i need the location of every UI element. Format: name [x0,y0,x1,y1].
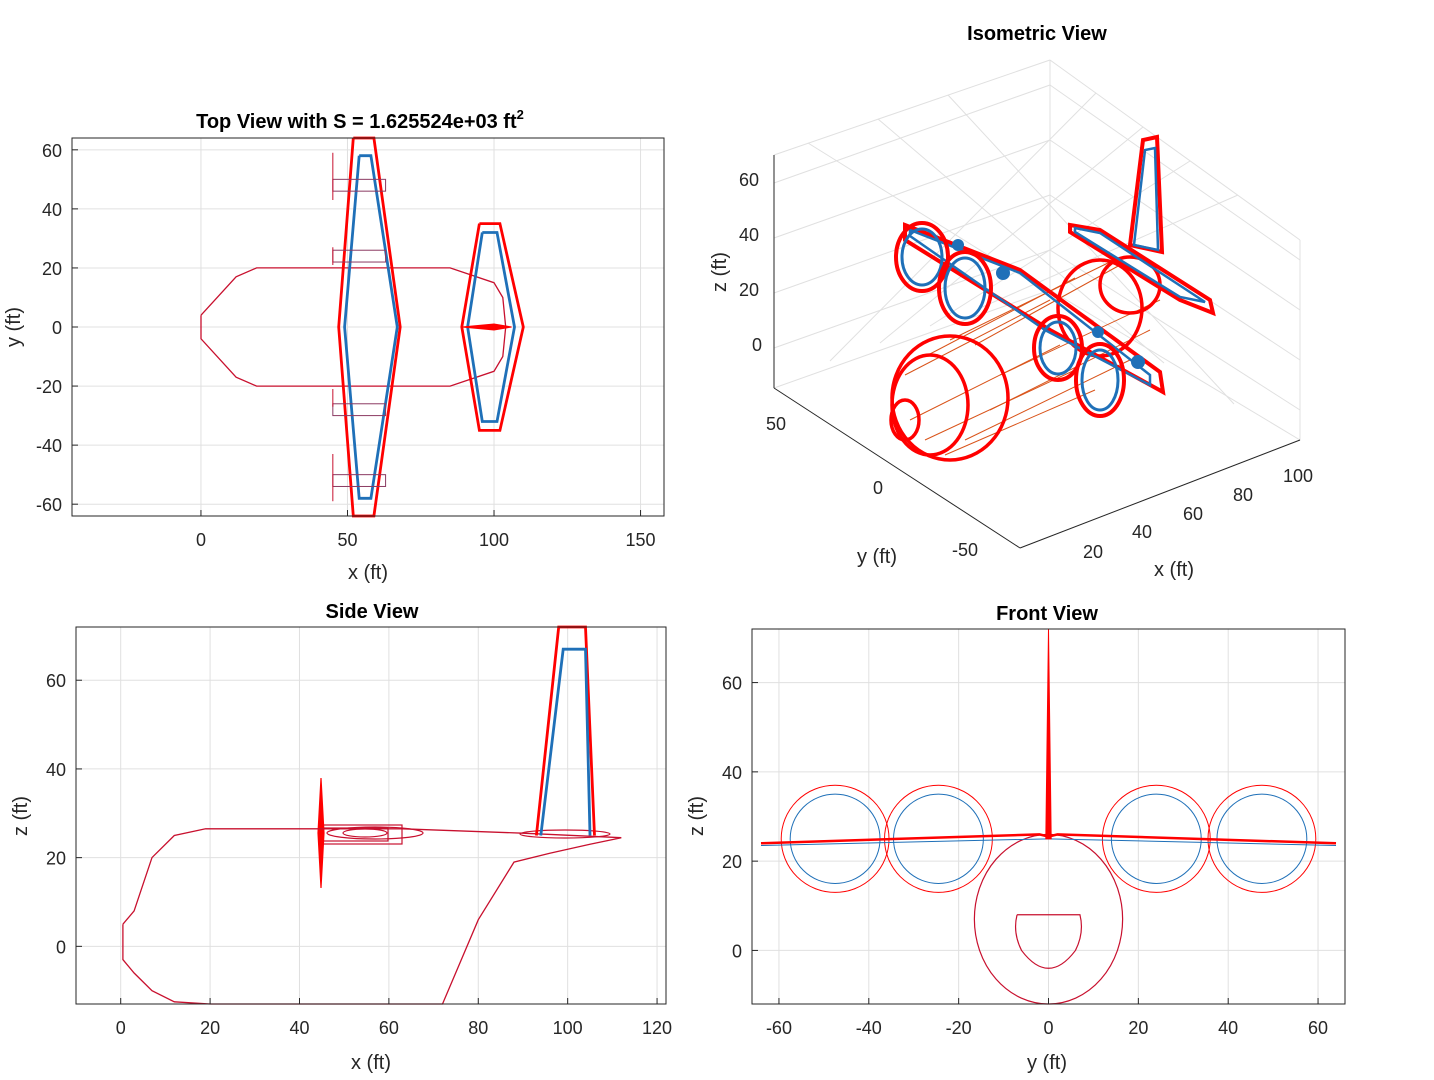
front-view-ylabel: z (ft) [686,796,708,836]
front-view-grid [752,629,1345,1004]
front-view-xtick-label: -40 [856,1018,882,1038]
side-view-ytick-label: 40 [46,760,66,780]
side-view-tail-inner [539,647,592,836]
front-view-cockpit [1014,914,1083,969]
front-view-plot: Front View -60 -40 -20 0 20 40 60 0 20 40 60 y (ft… [686,603,1346,1074]
top-view-nacelle [332,249,387,263]
isometric-ticks: 60 40 20 0 50 0 -50 20 40 60 80 100 [739,170,1313,562]
top-view-grid [72,138,664,516]
side-view-title: Side View [325,601,418,623]
iso-x-tick-60: 60 [1183,504,1203,524]
front-view-ytick-label: 40 [722,763,742,783]
side-view-axes-box [75,626,667,1005]
side-view-xlabel: x (ft) [351,1052,391,1074]
iso-z-tick-60: 60 [739,170,759,190]
top-view-ytick-label: 60 [42,141,62,161]
iso-y-tick-50: 50 [766,414,786,434]
top-view-ticks: 0 50 100 150 -60 -40 -20 0 20 40 60 [36,141,656,550]
side-view-xtick-label: 0 [116,1018,126,1038]
iso-z-tick-0: 0 [752,335,762,355]
top-view-nacelle [332,178,387,192]
iso-z-tick-20: 20 [739,280,759,300]
top-view-title: Top View with S = 1.625524e+03 ft2 [196,107,524,133]
front-view-ytick-label: 0 [732,941,742,961]
iso-y-tick-0: 0 [873,478,883,498]
side-view-xtick-label: 120 [642,1018,672,1038]
isometric-xlabel: x (ft) [1154,559,1194,581]
isometric-zlabel: z (ft) [709,252,731,292]
front-view-ytick-label: 60 [722,674,742,694]
isometric-aircraft [889,134,1216,462]
iso-y-tick-neg50: -50 [952,540,978,560]
side-view-geometry [122,625,622,1005]
side-view-xtick-label: 80 [468,1018,488,1038]
front-view-xtick-label: -60 [766,1018,792,1038]
side-view-ylabel: z (ft) [10,796,32,836]
top-view-vertical-tail [461,323,512,331]
isometric-axes [773,155,1301,549]
top-view-plot: Top View with S = 1.625524e+03 ft2 0 50 10… [3,107,665,584]
top-view-ytick-label: 40 [42,200,62,220]
top-view-ylabel: y (ft) [3,307,25,347]
front-view-xlabel: y (ft) [1027,1052,1067,1074]
front-view-xtick-label: -20 [946,1018,972,1038]
top-view-wing-inner [343,154,399,500]
front-view-xtick-label: 60 [1308,1018,1328,1038]
side-view-ytick-label: 60 [46,671,66,691]
iso-z-tick-40: 40 [739,225,759,245]
front-view-ytick-label: 20 [722,852,742,872]
isometric-fuselage-sections [889,255,1162,462]
front-view-ticks: -60 -40 -20 0 20 40 60 0 20 40 60 [722,674,1328,1038]
iso-x-tick-80: 80 [1233,485,1253,505]
isometric-grid [773,59,1301,441]
side-view-ytick-label: 0 [56,937,66,957]
front-view-title: Front View [996,603,1098,625]
isometric-ylabel: y (ft) [857,546,897,568]
side-view-ytick-label: 20 [46,849,66,869]
isometric-view-title: Isometric View [967,23,1107,45]
top-view-ytick-label: 0 [52,318,62,338]
top-view-nacelle [332,403,387,417]
iso-x-tick-40: 40 [1132,522,1152,542]
front-view-xtick-label: 40 [1218,1018,1238,1038]
top-view-ytick-label: -60 [36,495,62,515]
top-view-ytick-label: -20 [36,377,62,397]
isometric-view-plot: Isometric View 60 40 [709,23,1313,581]
top-view-xtick-label: 150 [626,530,656,550]
side-view-grid [76,627,666,1004]
front-view-vertical-tail [1045,628,1052,840]
side-view-xtick-label: 100 [553,1018,583,1038]
side-view-ticks: 0 20 40 60 80 100 120 0 20 40 60 [46,671,672,1038]
front-view-geometry [760,628,1337,1005]
isometric-engines [894,221,1145,418]
side-view-xtick-label: 60 [379,1018,399,1038]
front-view-xtick-label: 20 [1128,1018,1148,1038]
side-view-xtick-label: 20 [200,1018,220,1038]
top-view-ytick-label: -40 [36,436,62,456]
top-view-xlabel: x (ft) [348,562,388,584]
top-view-fuselage-outline [200,267,507,387]
iso-x-tick-20: 20 [1083,542,1103,562]
iso-x-tick-100: 100 [1283,466,1313,486]
top-view-xtick-label: 50 [337,530,357,550]
isometric-tail [1127,134,1165,255]
front-view-xtick-label: 0 [1043,1018,1053,1038]
side-view-xtick-label: 40 [289,1018,309,1038]
top-view-xtick-label: 0 [196,530,206,550]
top-view-xtick-label: 100 [479,530,509,550]
top-view-ytick-label: 20 [42,259,62,279]
side-view-fuselage-outline [122,828,622,1005]
